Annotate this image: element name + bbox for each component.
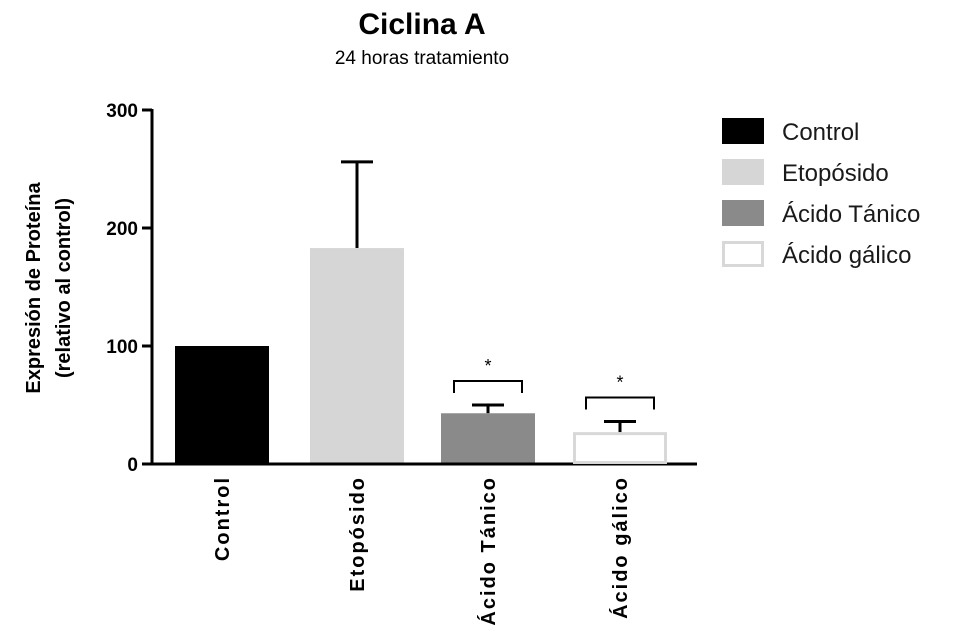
plot-area: 0 100 200 300 Control Etopósido Ácido Tánico * Á… [106, 101, 697, 626]
legend-swatch [722, 241, 764, 267]
significance-marker: * [616, 373, 623, 393]
bar-0 [175, 346, 269, 463]
bar-3 [573, 432, 667, 465]
x-tick-label: Ácido gálico [609, 476, 632, 619]
y-tick-label: 200 [106, 219, 138, 240]
bar-1 [310, 248, 404, 463]
legend: Control Etopósido Ácido Tánico Ácido gálico [722, 118, 920, 269]
x-tick-label: Ácido Tánico [477, 476, 500, 626]
significance-bracket [585, 396, 655, 410]
significance-marker: * [484, 356, 491, 376]
chart-subtitle: 24 horas tratamiento [335, 48, 509, 69]
y-tick-label: 300 [106, 101, 138, 122]
legend-label: Ácido gálico [782, 242, 911, 269]
x-tick-label: Control [212, 476, 234, 561]
legend-label: Control [782, 119, 859, 146]
legend-label: Etopósido [782, 160, 889, 187]
bar-2 [441, 413, 535, 463]
legend-swatch [722, 200, 764, 226]
x-tick-label: Etopósido [347, 476, 369, 592]
legend-label: Ácido Tánico [782, 201, 920, 228]
y-tick-label: 0 [127, 455, 138, 476]
y-axis-label-line2: (relativo al control) [53, 198, 75, 378]
y-axis-label-line1: Expresión de Proteína [23, 182, 45, 394]
legend-swatch [722, 159, 764, 185]
significance-bracket [453, 380, 523, 393]
chart-title: Ciclina A [358, 8, 485, 41]
legend-swatch [722, 118, 764, 144]
y-axis-label: Expresión de Proteína (relativo al contr… [23, 182, 75, 394]
y-tick-label: 100 [106, 337, 138, 358]
